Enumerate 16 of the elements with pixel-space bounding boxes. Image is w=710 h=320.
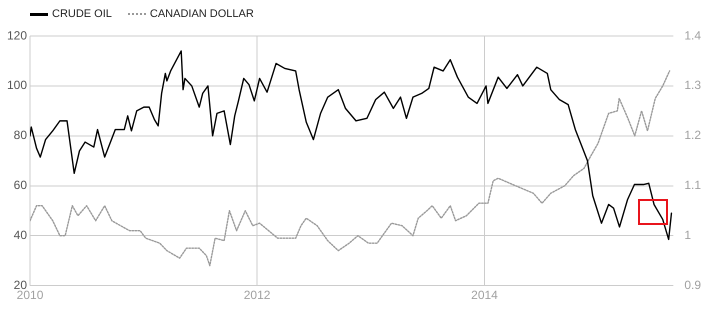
y-tick-label: 120 <box>6 28 28 42</box>
y-tick-label: 40 <box>14 228 28 242</box>
y2-tick-label: 1.3 <box>684 78 702 92</box>
y2-tick-label: 1.4 <box>684 28 702 42</box>
line-series <box>30 70 670 266</box>
y-tick-label: 80 <box>14 128 28 142</box>
legend-label: CRUDE OIL <box>52 8 112 20</box>
y2-tick-label: 1.2 <box>684 128 702 142</box>
y2-tick-label: 1.1 <box>684 178 702 192</box>
y-tick-label: 60 <box>14 178 28 192</box>
legend-label: CANADIAN DOLLAR <box>150 8 254 20</box>
y2-tick-label: 1 <box>684 228 692 242</box>
y-tick-label: 100 <box>6 78 28 92</box>
x-tick-label: 2014 <box>471 288 498 302</box>
x-tick-label: 2012 <box>244 288 271 302</box>
y2-tick-label: 0.9 <box>684 278 702 292</box>
